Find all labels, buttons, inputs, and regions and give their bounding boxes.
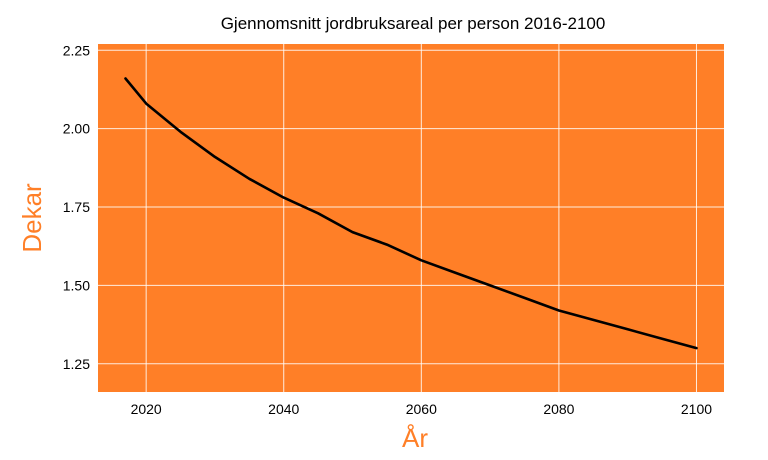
grid-lines xyxy=(98,44,724,392)
y-tick-label: 1.75 xyxy=(63,199,90,215)
x-tick-label: 2100 xyxy=(681,401,712,417)
y-tick-label: 2.25 xyxy=(63,42,90,58)
y-tick-label: 1.50 xyxy=(63,277,90,293)
x-axis-label: År xyxy=(402,423,428,453)
x-tick-label: 2060 xyxy=(406,401,437,417)
x-axis-ticks: 2020 2040 2060 2080 2100 xyxy=(131,401,713,417)
y-tick-label: 2.00 xyxy=(63,121,90,137)
x-tick-label: 2040 xyxy=(268,401,299,417)
y-tick-label: 1.25 xyxy=(63,356,90,372)
y-axis-ticks: 1.25 1.50 1.75 2.00 2.25 xyxy=(63,42,90,372)
plot-area xyxy=(98,44,724,392)
chart-title: Gjennomsnitt jordbruksareal per person 2… xyxy=(221,14,606,33)
x-tick-label: 2020 xyxy=(131,401,162,417)
series-line xyxy=(124,77,698,350)
x-tick-label: 2080 xyxy=(543,401,574,417)
y-axis-label: Dekar xyxy=(17,183,47,253)
